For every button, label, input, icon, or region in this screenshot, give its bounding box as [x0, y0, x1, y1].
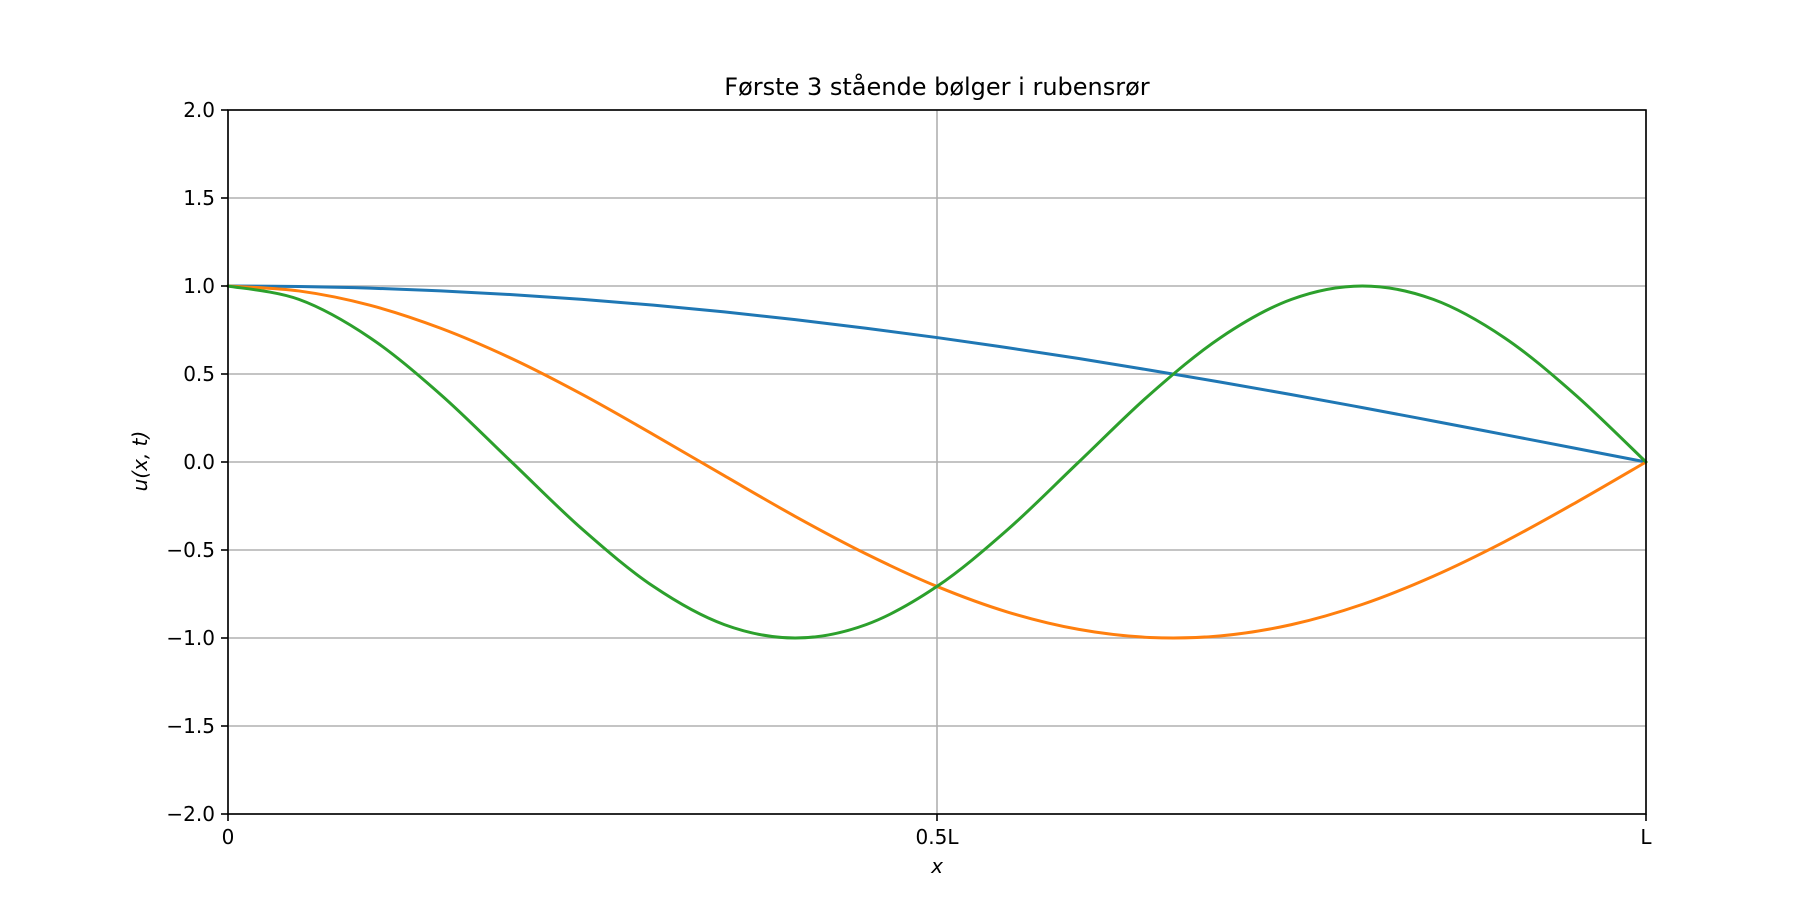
y-tick-label: −1.0 [166, 626, 215, 650]
y-tick-label: 2.0 [183, 98, 215, 122]
tick-layer: 2.0 1.5 1.0 0.5 0.0 −0.5 −1.0 −1.5 −2.0 0 0.5L L [166, 98, 1652, 849]
y-tick-label: 1.5 [183, 186, 215, 210]
series-line-3 [226, 284, 1648, 640]
y-tick-label: −1.5 [166, 714, 215, 738]
chart-title: Første 3 stående bølger i rubensrør [724, 72, 1150, 101]
x-axis-label: x [930, 854, 943, 878]
y-tick-label: 0.0 [183, 450, 215, 474]
series-line-1 [226, 284, 1648, 464]
y-tick-label: 0.5 [183, 362, 215, 386]
x-tick-label: L [1640, 825, 1652, 849]
y-tick-label: −2.0 [166, 802, 215, 826]
y-tick-label: −0.5 [166, 538, 215, 562]
x-tick-label: 0.5L [916, 825, 960, 849]
y-axis-label: u(x, t) [128, 431, 152, 492]
series-layer [226, 284, 1648, 640]
x-tick-label: 0 [222, 825, 235, 849]
y-tick-label: 1.0 [183, 274, 215, 298]
